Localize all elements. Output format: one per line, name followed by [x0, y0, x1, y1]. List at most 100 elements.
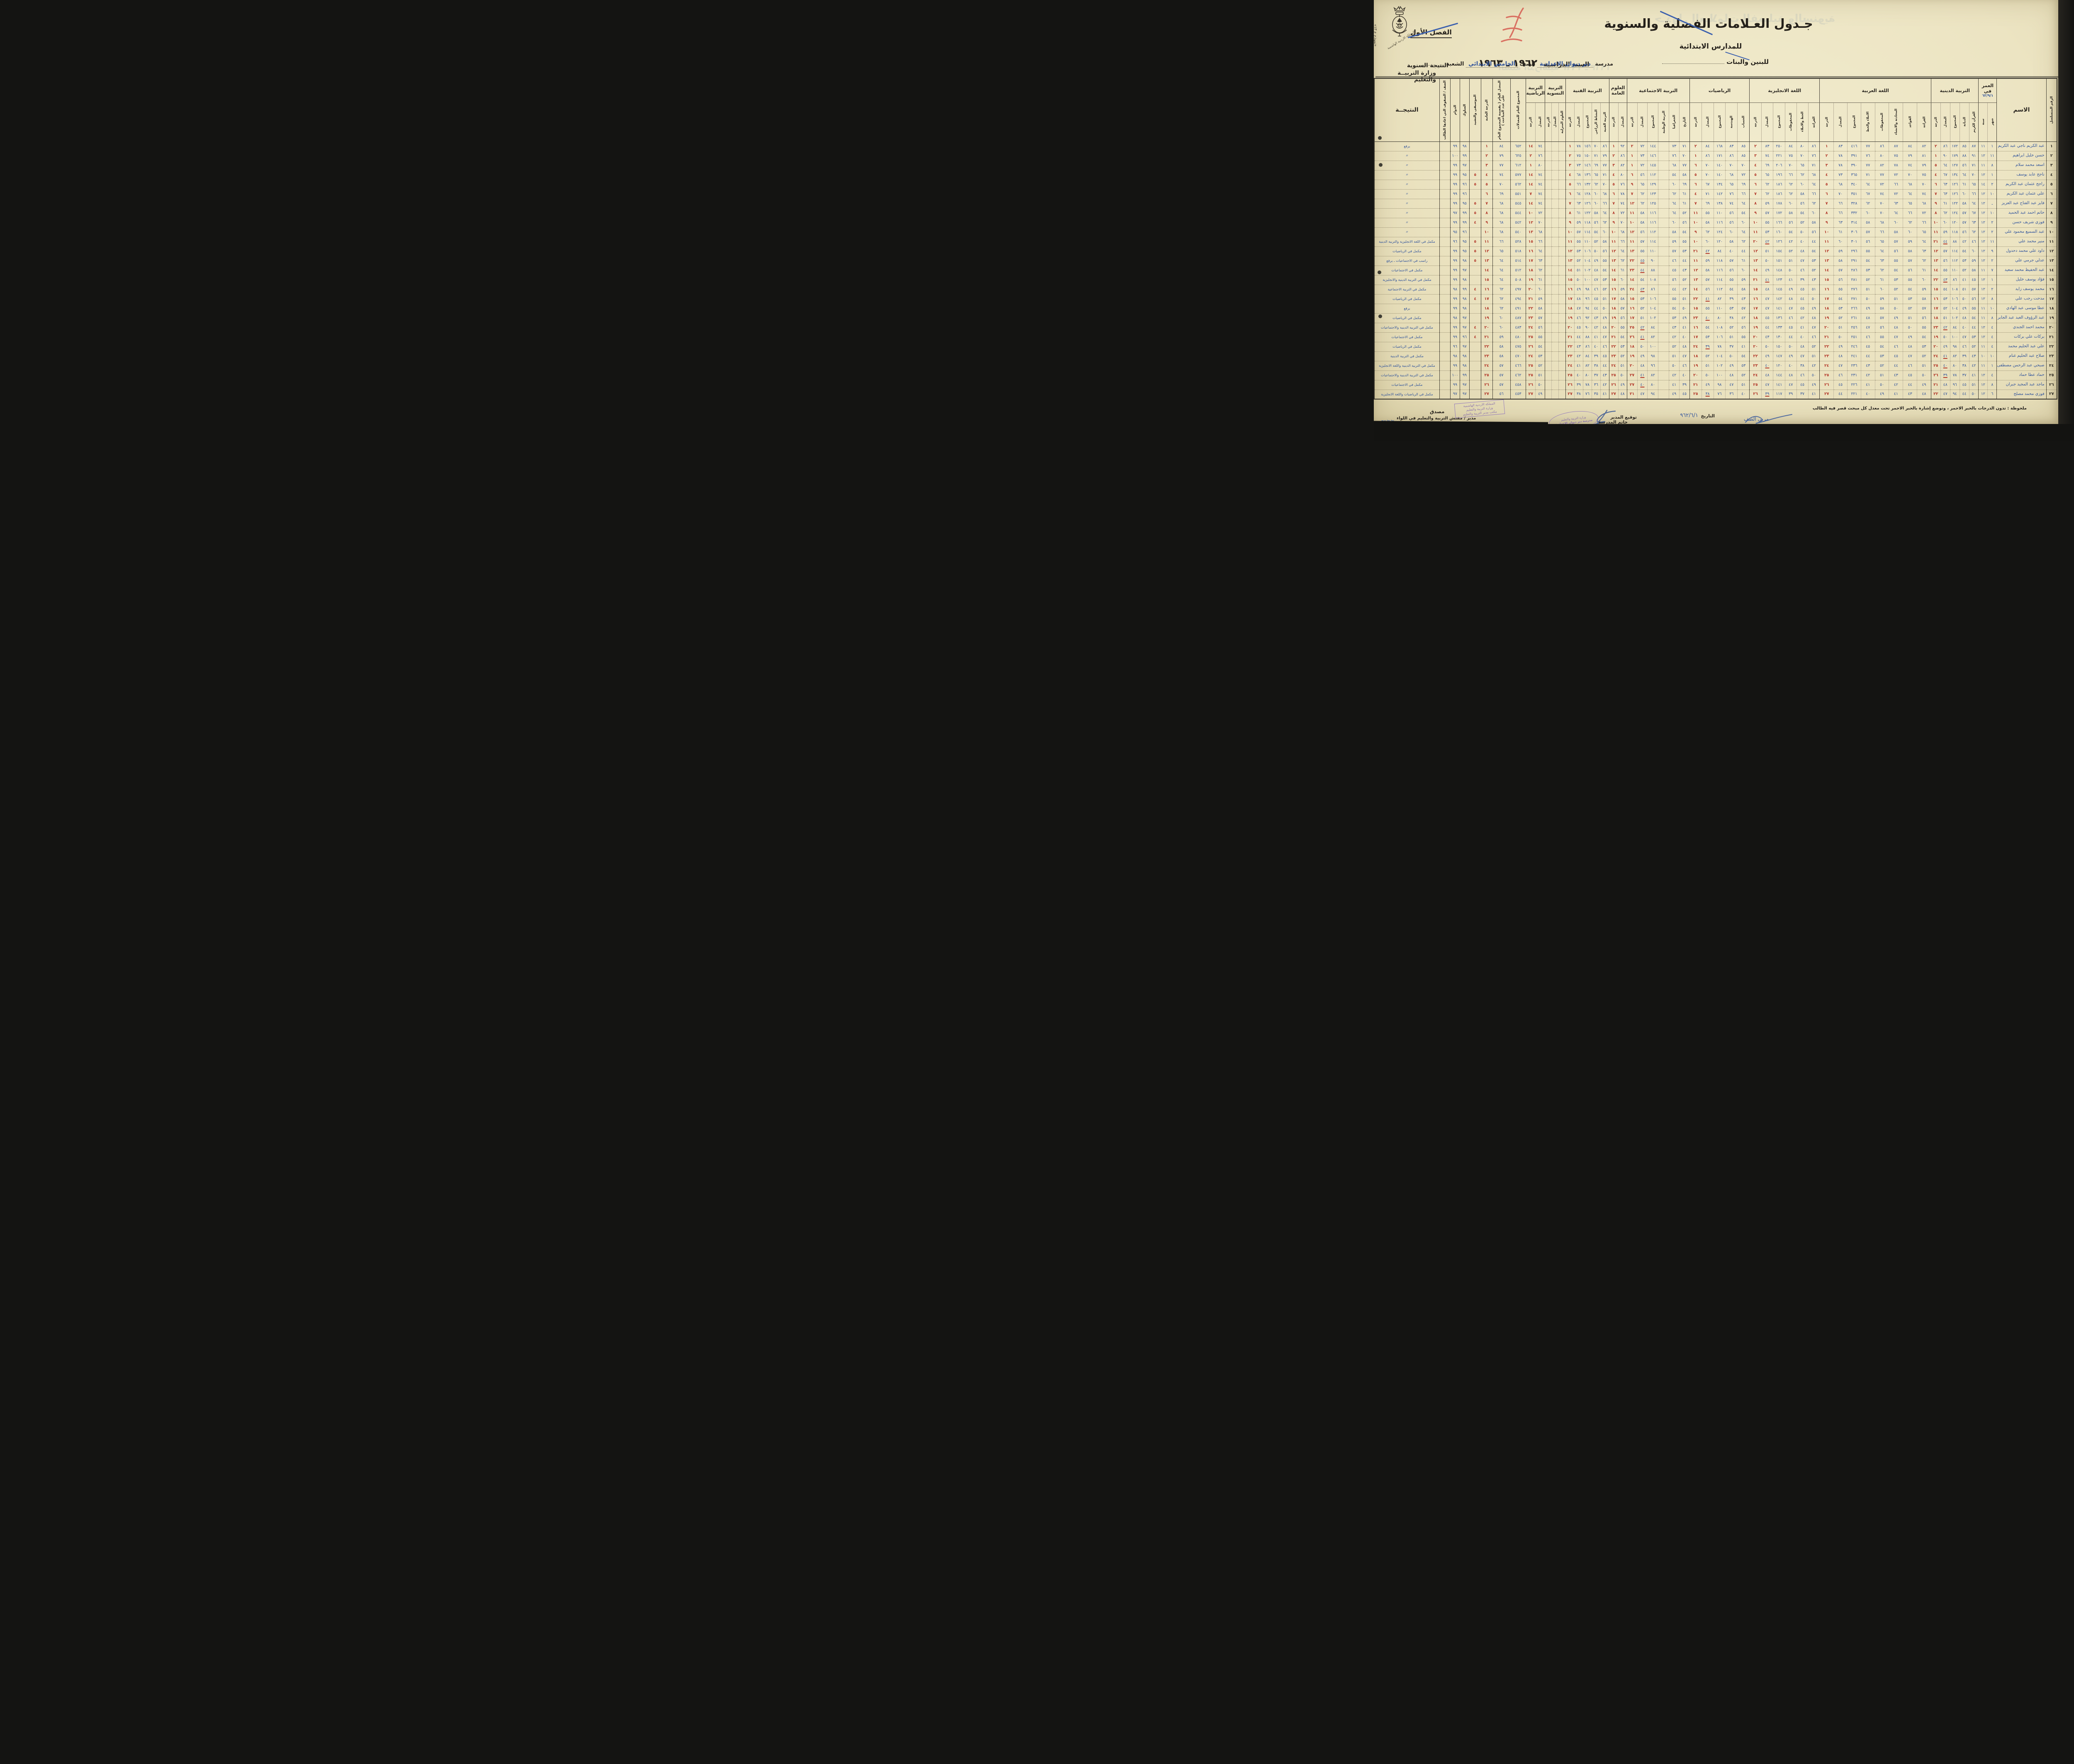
column-group-التربية الفن: التربية الفنية: [1565, 78, 1609, 103]
grade-cell: ٥٤: [1669, 304, 1680, 314]
grade-cell: ١١٦: [1647, 208, 1658, 218]
grade-cell: ٧٢: [1889, 189, 1903, 199]
grade-cell: ٩٩: [1459, 208, 1470, 218]
grade-cell: [1558, 370, 1566, 380]
grade-cell: [1551, 161, 1559, 171]
grade-cell: ٨٠: [1582, 370, 1592, 380]
grade-cell: ١٢: [1609, 246, 1619, 256]
grade-cell: [1545, 390, 1552, 400]
grade-cell: ١٠٢: [1582, 266, 1592, 275]
grade-cell: ٨٢: [1582, 361, 1592, 371]
grade-cell: ٥٣: [1940, 294, 1950, 304]
grade-cell: ٨٦: [1725, 151, 1738, 161]
grade-cell: ٩٠: [1940, 151, 1950, 161]
grade-cell: ٢٠: [1749, 332, 1762, 342]
grade-cell: [1439, 237, 1451, 247]
grade-cell: ٥٣: [1618, 342, 1627, 352]
grade-cell: ٥٥: [1940, 266, 1950, 275]
grade-cell: ١٠: [1609, 227, 1619, 237]
grade-cell: ١٦: [1565, 285, 1575, 295]
grade-cell: ٥٣: [1737, 361, 1750, 371]
grade-cell: ٦١: [1679, 189, 1690, 199]
grade-cell: ٤٢: [1669, 370, 1680, 380]
grade-cell: ١٢: [1978, 390, 1988, 400]
column-group-الموسيقى وال: الموسيقى والنشيد: [1469, 78, 1481, 142]
grade-cell: ٤: [1565, 170, 1575, 180]
grade-cell: ١٨: [1930, 313, 1941, 323]
grade-cell: ٥٥: [1535, 332, 1545, 342]
grade-cell: ٣٩: [1796, 275, 1808, 285]
grade-cell: ٩: [1626, 180, 1637, 190]
grade-cell: ٩٩: [1450, 180, 1460, 190]
grade-cell: ٩٤: [1647, 390, 1658, 400]
grade-cell: ٧٤: [1535, 180, 1545, 190]
grade-cell: ١٠٨: [1647, 275, 1658, 285]
grade-cell: ٦٦: [1969, 189, 1979, 199]
grade-cell: ٥٤: [1784, 227, 1797, 237]
grade-cell: [1469, 380, 1481, 390]
grade-cell: ٧٤: [1618, 199, 1627, 209]
grade-cell: ٩٧: [1459, 380, 1470, 390]
grade-cell: ٤٠: [1796, 237, 1808, 247]
result-cell: 〃: [1374, 227, 1440, 237]
grade-cell: ٥٢: [1618, 351, 1627, 361]
grade-cell: ٤٩: [1940, 342, 1950, 352]
grade-cell: ٥٢: [1808, 266, 1820, 275]
grade-cell: ٥٦: [1969, 294, 1979, 304]
grade-cell: [1658, 351, 1669, 361]
grade-cell: ٥٥: [1618, 323, 1627, 333]
grade-cell: ٤٧: [1796, 256, 1808, 266]
grade-cell: ٢١: [1930, 380, 1941, 390]
grade-cell: ٢٩٦: [1847, 246, 1861, 256]
grade-cell: ٥٩: [1903, 237, 1917, 247]
grade-cell: ٢٣: [1480, 351, 1493, 361]
grade-cell: ١٤٠: [1713, 161, 1726, 171]
grade-cell: [1439, 161, 1451, 171]
grade-cell: ١١٤: [1582, 227, 1592, 237]
grade-cell: ٦٦: [1903, 208, 1917, 218]
grade-cell: ١١: [1978, 304, 1988, 314]
grade-cell: ٥٠: [1940, 332, 1950, 342]
grade-cell: ٥: [1469, 246, 1481, 256]
grade-cell: ١٠٤: [1582, 256, 1592, 266]
grade-cell: ١٤: [1749, 266, 1762, 275]
column-الدرجة: الدرجة: [1565, 102, 1575, 142]
student-name: عبد الرؤوف العبد عبد الجابر: [1996, 313, 2047, 323]
grade-cell: ٤٩٤: [1510, 294, 1526, 304]
grade-cell: ٨: [1565, 208, 1575, 218]
grade-cell: ٥٦: [1737, 323, 1750, 333]
grade-cell: ٢٥: [1609, 370, 1619, 380]
grade-cell: ٧٠: [1917, 180, 1931, 190]
column-المعدل: المعدل: [1833, 102, 1848, 142]
grade-cell: ٥٠: [1969, 390, 1979, 400]
grade-cell: [1545, 275, 1552, 285]
grade-cell: ١٥٦: [1582, 141, 1592, 151]
grade-cell: ٦٥٢: [1510, 141, 1526, 151]
grade-cell: ٨٤: [1701, 141, 1714, 151]
grade-cell: ٨٠: [1874, 151, 1889, 161]
grade-cell: ٥٤: [1591, 227, 1601, 237]
grade-cell: ٧٤: [1917, 189, 1931, 199]
grade-cell: ٥٤: [1679, 227, 1690, 237]
grade-cell: ٦٢: [1669, 189, 1680, 199]
grade-cell: ٩: [1689, 227, 1702, 237]
grade-cell: ١٥: [1626, 294, 1637, 304]
grade-cell: ٨٠: [1796, 141, 1808, 151]
grade-cell: ٢٧١: [1847, 294, 1861, 304]
grade-cell: [1658, 380, 1669, 390]
grade-cell: ٣٩: [1784, 390, 1797, 400]
grade-cell: ٣٨: [1591, 361, 1601, 371]
grade-cell: ٤١٦: [1847, 141, 1861, 151]
result-cell: مكمل في التربية الاجتماعية: [1374, 285, 1440, 295]
grade-cell: ٨٠: [1950, 361, 1960, 371]
grade-cell: ١٠٤: [1647, 304, 1658, 314]
grade-cell: ٤٧٠: [1510, 351, 1526, 361]
grade-cell: ٥١: [1969, 380, 1979, 390]
grade-cell: ٩٨: [1459, 361, 1470, 371]
student-row: ٢٥ حماد عطا حماد ٤ ١٢ ٤١ ٣٧ ٧٨ ٣٩ ٢٦ ٥٠ ٤٥ ٤٣ ٥١ ٤٢ ٢٣…: [1374, 370, 2057, 380]
grade-cell: ٨٠: [1647, 380, 1658, 390]
grade-cell: ١١: [1565, 237, 1575, 247]
column-القواعد: القواعد: [1903, 102, 1917, 142]
grade-cell: [1545, 170, 1552, 180]
grade-cell: ١٨: [1609, 304, 1619, 314]
